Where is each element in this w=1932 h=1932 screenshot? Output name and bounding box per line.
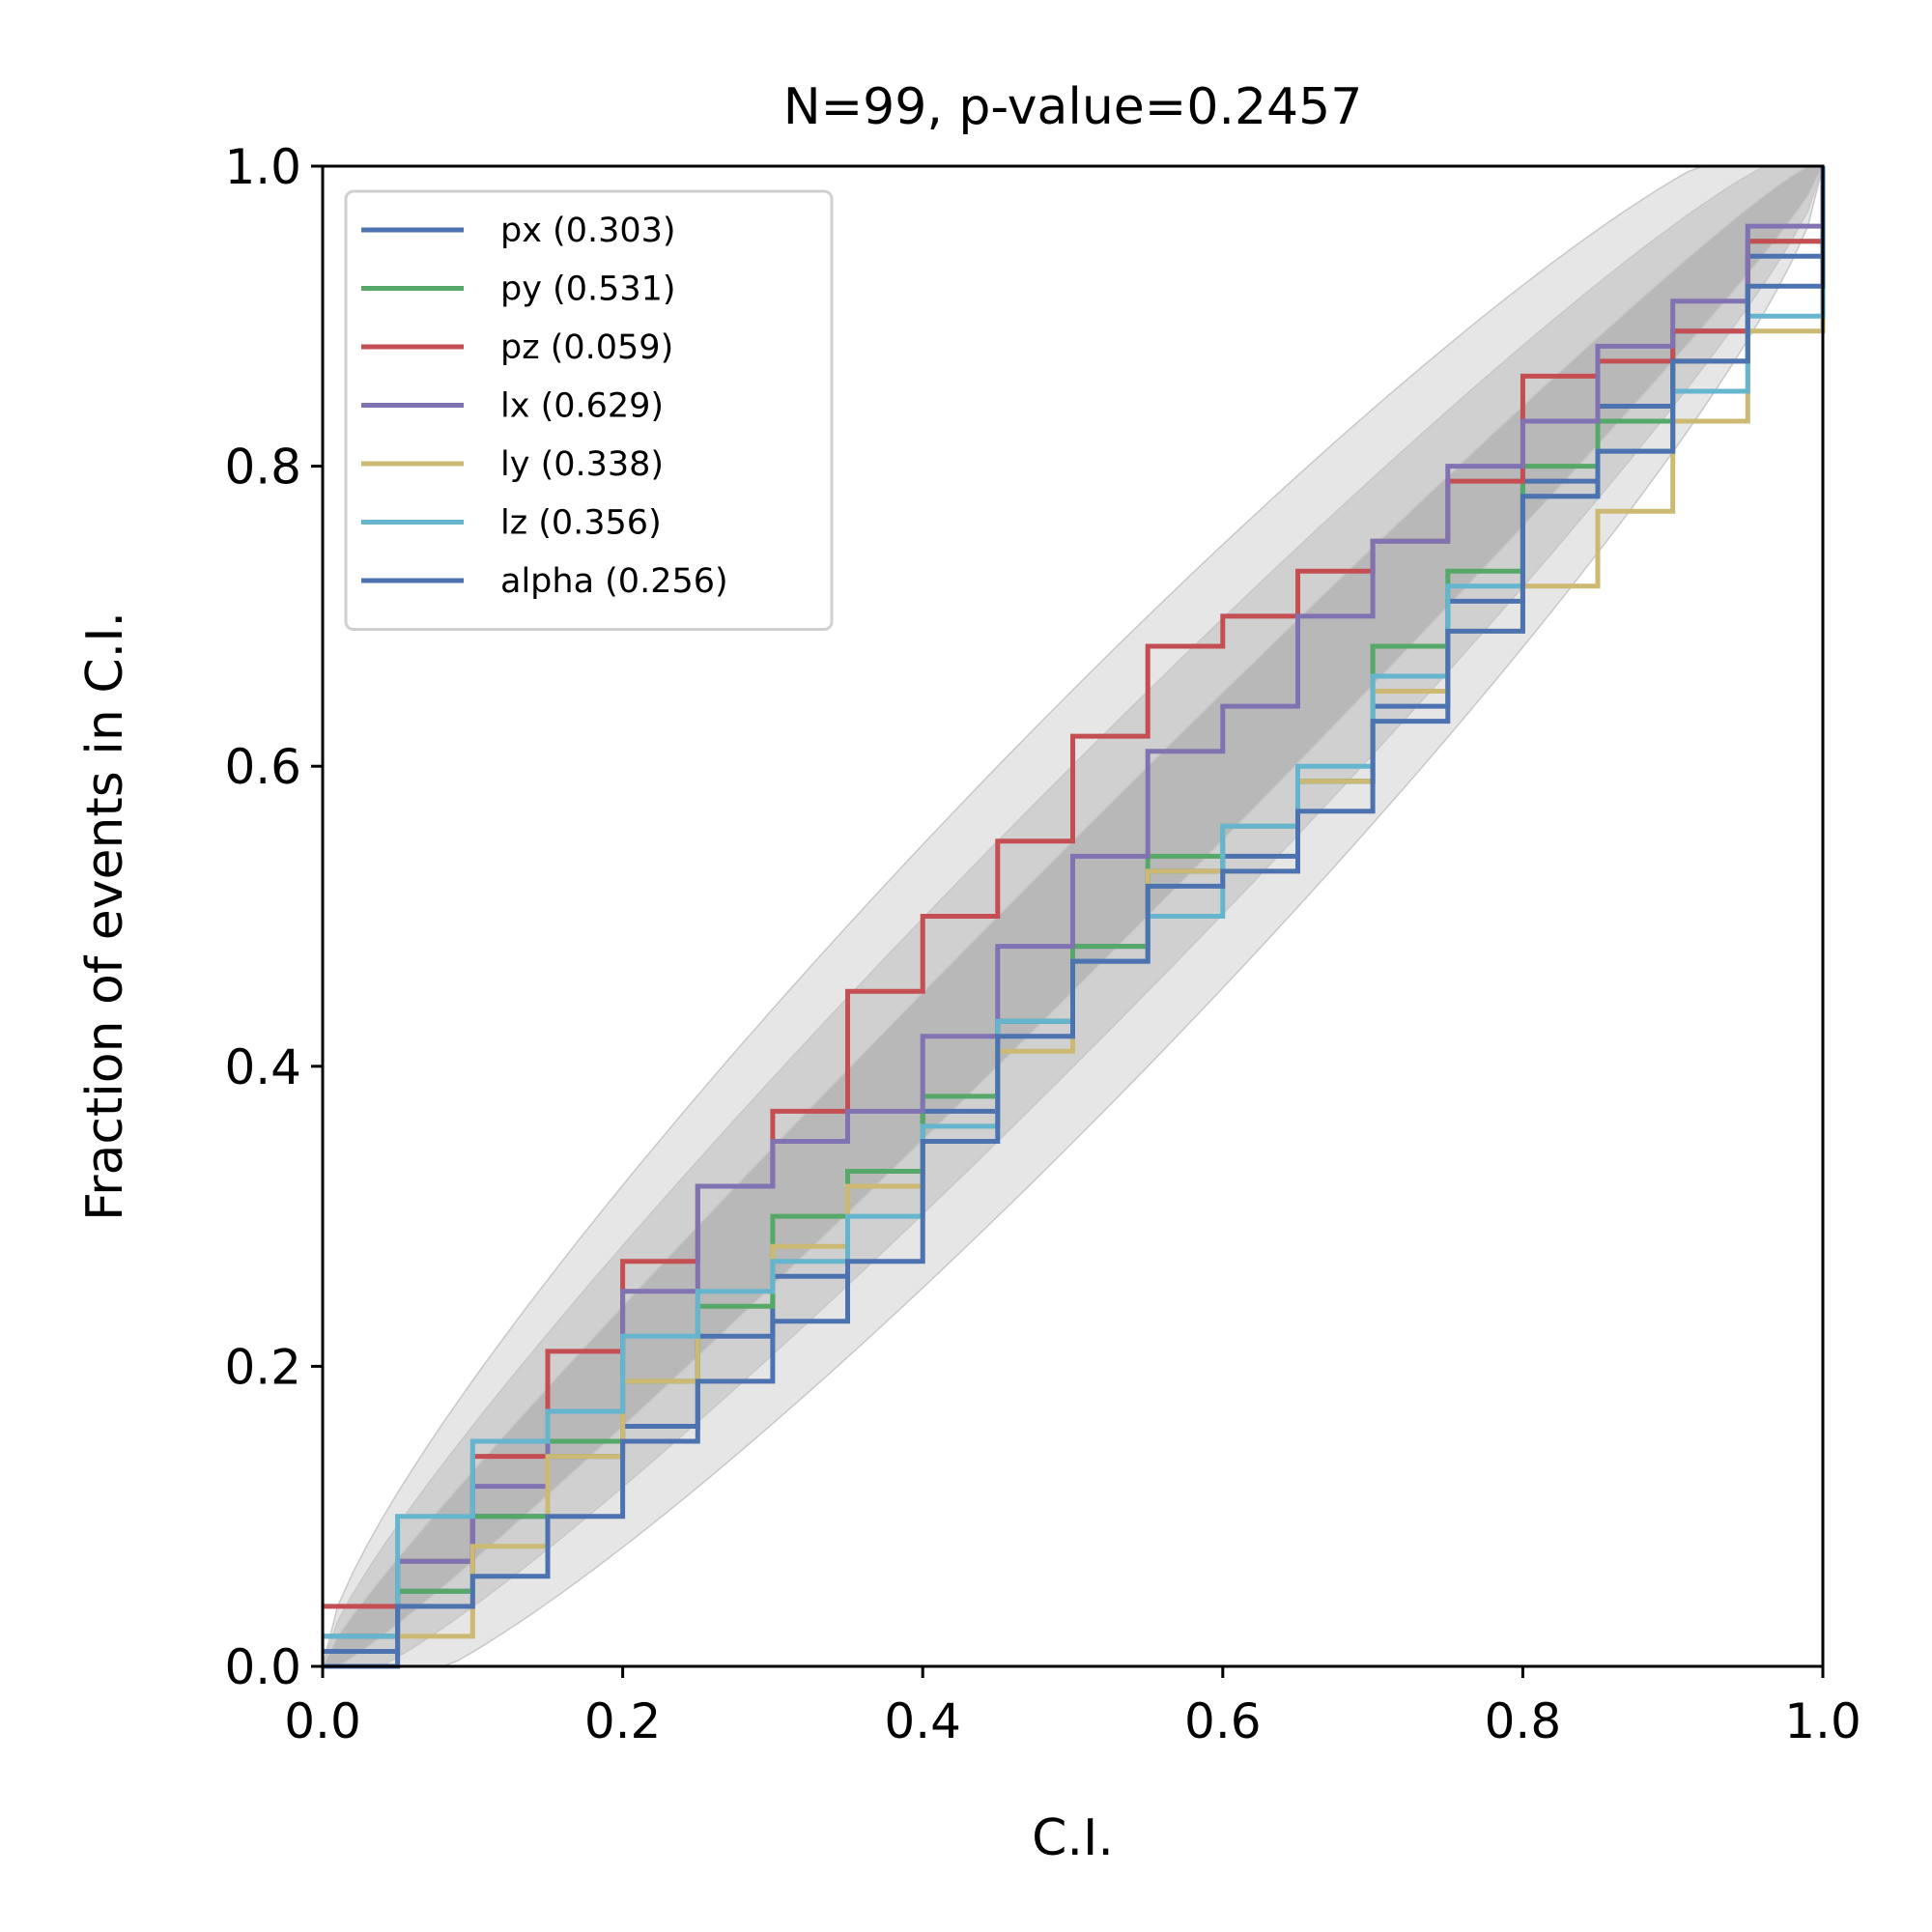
chart-title: N=99, p-value=0.2457 <box>783 78 1363 136</box>
y-tick-label: 0.2 <box>224 1339 301 1395</box>
axis-ticks: 0.0 0.2 0.4 0.6 0.8 1.0 0.0 0.2 0.4 0.6 0.8 1.0 <box>224 139 1861 1749</box>
x-tick-label: 0.8 <box>1485 1693 1562 1749</box>
y-tick-label: 0.8 <box>224 440 301 496</box>
plot-frame <box>321 164 1825 1668</box>
y-tick-label: 0.4 <box>224 1039 301 1095</box>
x-axis-label: C.I. <box>1032 1809 1114 1867</box>
x-tick-label: 1.0 <box>1784 1693 1861 1749</box>
legend-label: lz (0.356) <box>500 504 662 543</box>
x-tick-label: 0.2 <box>584 1693 662 1749</box>
y-tick-label: 0.6 <box>224 739 301 795</box>
legend-label: px (0.303) <box>500 212 676 250</box>
legend: px (0.303) py (0.531) pz (0.059) lx (0.629)… <box>344 189 834 631</box>
y-axis-label: Fraction of events in C.I. <box>76 611 134 1221</box>
legend-label: ly (0.338) <box>500 445 664 484</box>
x-tick-label: 0.0 <box>284 1693 361 1749</box>
series-line-6 <box>323 166 1826 1669</box>
y-tick-label: 1.0 <box>224 139 301 195</box>
x-tick-label: 0.4 <box>884 1693 961 1749</box>
x-tick-label: 0.6 <box>1184 1693 1262 1749</box>
legend-label: alpha (0.256) <box>500 562 728 601</box>
legend-box <box>344 189 834 631</box>
legend-label: lx (0.629) <box>500 387 664 426</box>
legend-label: pz (0.059) <box>500 328 673 367</box>
series-lines <box>323 166 1826 1669</box>
y-tick-label: 0.0 <box>224 1639 301 1695</box>
legend-label: py (0.531) <box>500 270 676 309</box>
